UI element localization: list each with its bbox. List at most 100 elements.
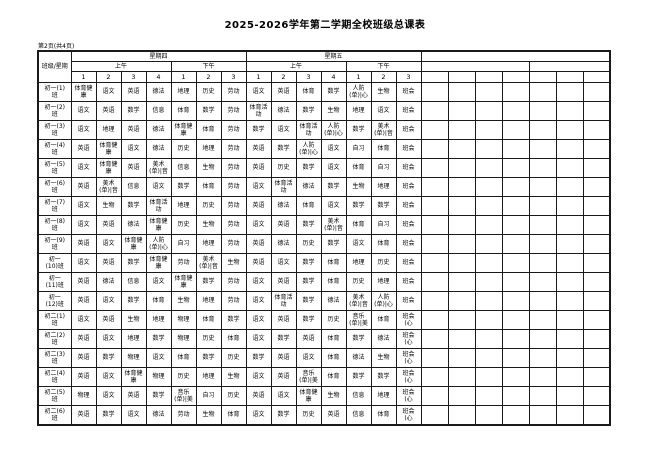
empty-cell: [447, 405, 476, 426]
schedule-cell: 地理: [145, 310, 172, 330]
empty-cell: [582, 139, 611, 159]
class-label: 初一 (12)班: [37, 291, 72, 311]
schedule-cell: 英语: [95, 215, 122, 235]
schedule-cell: 历史: [195, 82, 222, 102]
empty-cell: [474, 272, 503, 292]
schedule-cell: 英语: [120, 82, 147, 102]
table-row: 初一 (11)班 英语 德法 信息 语文 体育健 康数学 劳动 语文 英语 数学 体育 历史 地理 班会: [37, 272, 611, 292]
empty-cell: [501, 310, 530, 330]
schedule-cell: 英语: [270, 367, 297, 387]
schedule-table: 班级/星期 星期四 星期五 上午 下午 上午 下午 1 2 3 4 1 2 3 1 2 3 4 1 2 3 初一(1) …: [37, 50, 611, 426]
empty-cell: [501, 405, 530, 426]
schedule-cell: 历史: [295, 405, 322, 426]
schedule-cell: 体育健 康: [120, 234, 147, 254]
schedule-cell: 体育健 康: [170, 272, 197, 292]
schedule-cell: 英语: [270, 272, 297, 292]
schedule-cell: 语文: [245, 82, 272, 102]
class-label: 初二(4) 班: [37, 367, 72, 387]
schedule-cell: 英语: [320, 405, 347, 426]
schedule-cell: 英语: [270, 310, 297, 330]
empty-cell: [501, 101, 530, 121]
empty-cell: [420, 348, 449, 368]
schedule-cell: 英语: [70, 234, 97, 254]
table-row: 初一(2) 班语文 英语 数学 信息 体育 数学 劳动 体育活 动德法 数学 生物 地理 语文 班会: [37, 101, 611, 121]
empty-cell: [528, 253, 557, 273]
empty-cell: [501, 139, 530, 159]
schedule-cell: 生物: [220, 367, 247, 387]
class-label: 初一(3) 班: [37, 120, 72, 140]
class-label: 初一(2) 班: [37, 101, 72, 121]
schedule-cell: 地理: [345, 253, 372, 273]
empty-cell: [528, 139, 557, 159]
schedule-cell: 地理: [370, 177, 397, 197]
empty-period-cell: [501, 71, 530, 83]
empty-cell: [474, 310, 503, 330]
table-row: 初一(1) 班体育健 康语文 英语 德法 地理 历史 劳动 语文 英语 体育 数学 人防 (单)|心…: [37, 82, 611, 102]
schedule-cell: 班会: [395, 139, 422, 159]
table-row: 初一(4) 班英语 体育健 康语文 德法 历史 地理 劳动 英语 数学 人防 (单)|心 语文 自习…: [37, 139, 611, 159]
schedule-cell: 美术 (单)|音: [195, 253, 222, 273]
empty-cell: [447, 234, 476, 254]
empty-cell: [501, 253, 530, 273]
schedule-cell: 地理: [345, 101, 372, 121]
schedule-cell: 班会 (心: [395, 348, 422, 368]
empty-cell: [447, 310, 476, 330]
schedule-cell: 语文: [245, 405, 272, 426]
empty-cell: [528, 272, 557, 292]
schedule-cell: 物理: [70, 386, 97, 406]
empty-cell: [555, 291, 584, 311]
schedule-cell: 德法: [370, 329, 397, 349]
schedule-cell: 体育: [170, 348, 197, 368]
schedule-cell: 英语: [245, 386, 272, 406]
schedule-cell: 音乐 (单)|美: [345, 310, 372, 330]
schedule-cell: 德法: [295, 177, 322, 197]
period-number: 3: [120, 71, 147, 83]
empty-cell: [420, 272, 449, 292]
schedule-cell: 体育活 动: [245, 101, 272, 121]
schedule-cell: 历史: [320, 310, 347, 330]
empty-cell: [474, 386, 503, 406]
schedule-cell: 英语: [70, 272, 97, 292]
schedule-cell: 体育健 康: [145, 215, 172, 235]
empty-cell: [555, 215, 584, 235]
empty-cell: [582, 253, 611, 273]
empty-cell: [501, 196, 530, 216]
schedule-cell: 德法: [145, 405, 172, 426]
empty-period-cell: [474, 71, 503, 83]
schedule-cell: 地理: [170, 196, 197, 216]
empty-cell: [555, 234, 584, 254]
session-header: 下午: [345, 61, 422, 72]
empty-cell: [528, 348, 557, 368]
empty-cell: [420, 82, 449, 102]
session-header: 下午: [170, 61, 247, 72]
schedule-cell: 数学: [320, 234, 347, 254]
schedule-cell: 英语: [245, 234, 272, 254]
schedule-cell: 物理: [170, 310, 197, 330]
schedule-cell: 体育: [295, 196, 322, 216]
empty-cell: [555, 82, 584, 102]
schedule-cell: 英语: [95, 101, 122, 121]
schedule-cell: 自习: [370, 215, 397, 235]
empty-cell: [501, 177, 530, 197]
schedule-cell: 语文: [320, 158, 347, 178]
schedule-cell: 数学: [220, 310, 247, 330]
empty-cell: [582, 196, 611, 216]
table-row: 初二(6) 班英语 数学 语文 德法 劳动 生物 体育 语文 数学 历史 英语 信息 体育 班会 (心: [37, 405, 611, 426]
schedule-cell: 语文: [245, 310, 272, 330]
table-row: 初一(5) 班语文 体育健 康英语 美术 (单)|音 信息 生物 劳动 英语 历史 数学 语文 体育…: [37, 158, 611, 178]
schedule-cell: 语文: [70, 101, 97, 121]
period-number: 1: [345, 71, 372, 83]
schedule-cell: 体育活 动: [145, 196, 172, 216]
schedule-cell: 英语: [295, 329, 322, 349]
schedule-cell: 信息: [120, 272, 147, 292]
schedule-cell: 美术 (单)|音: [145, 158, 172, 178]
schedule-cell: 数学: [195, 272, 222, 292]
schedule-cell: 语文: [95, 329, 122, 349]
schedule-cell: 人防 (单)|心: [370, 291, 397, 311]
empty-cell: [447, 348, 476, 368]
schedule-cell: 历史: [370, 253, 397, 273]
schedule-cell: 体育: [370, 405, 397, 426]
class-label: 初一(7) 班: [37, 196, 72, 216]
empty-period-cell: [582, 71, 611, 83]
empty-cell: [474, 234, 503, 254]
